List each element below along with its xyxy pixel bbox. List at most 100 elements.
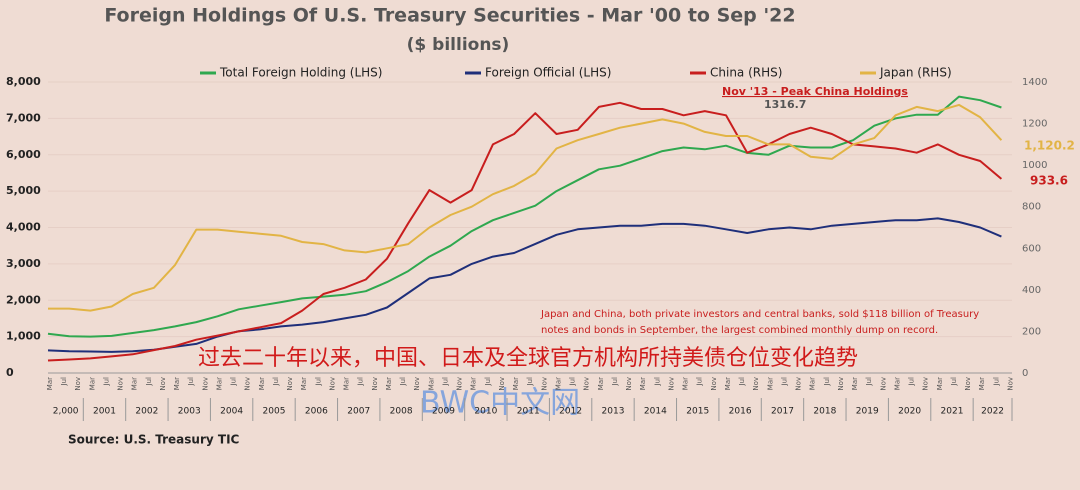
x-year-label: 2010 xyxy=(474,407,497,417)
y2-tick-label: 1000 xyxy=(1022,160,1047,171)
x-year-label: 2015 xyxy=(686,407,709,417)
y-tick-label: 1,000 xyxy=(6,330,41,343)
x-month-label: Jul xyxy=(823,377,831,387)
x-month-label: Mar xyxy=(427,377,435,390)
y-tick-label: 4,000 xyxy=(6,221,41,234)
x-month-label: Mar xyxy=(512,377,520,390)
watermark: BWC中文网 xyxy=(420,386,580,421)
y2-tick-label: 400 xyxy=(1022,285,1041,296)
x-month-label: Nov xyxy=(752,377,760,391)
x-month-label: Nov xyxy=(710,377,718,391)
x-month-label: Nov xyxy=(201,377,209,391)
x-month-label: Mar xyxy=(893,377,901,390)
x-year-label: 2011 xyxy=(517,407,540,417)
x-month-label: Jul xyxy=(272,377,280,387)
legend-label: China (RHS) xyxy=(710,66,782,80)
x-year-label: 2020 xyxy=(898,407,921,417)
x-month-label: Nov xyxy=(244,377,252,391)
series-line xyxy=(47,101,1003,362)
source: Source: U.S. Treasury TIC xyxy=(68,433,240,447)
y2-tick-label: 1400 xyxy=(1022,77,1047,88)
x-year-label: 2018 xyxy=(813,407,836,417)
x-year-label: 2,000 xyxy=(53,407,79,417)
chart-subtitle: ($ billions) xyxy=(407,35,510,55)
x-month-label: Jul xyxy=(865,377,873,387)
x-month-label: Jul xyxy=(526,377,534,387)
x-year-label: 2013 xyxy=(602,407,625,417)
x-month-label: Nov xyxy=(74,377,82,391)
y2-tick-label: 600 xyxy=(1022,243,1041,254)
x-year-label: 2017 xyxy=(771,407,794,417)
annotation: Nov '13 - Peak China Holdings xyxy=(722,85,908,98)
x-month-label: Jul xyxy=(314,377,322,387)
series-line xyxy=(48,103,1003,312)
x-month-label: Nov xyxy=(371,377,379,391)
x-month-label: Jul xyxy=(102,377,110,387)
x-month-label: Nov xyxy=(964,377,972,391)
x-month-label: Mar xyxy=(554,377,562,390)
x-month-label: Nov xyxy=(879,377,887,391)
x-month-label: Nov xyxy=(1006,377,1014,391)
x-month-label: Mar xyxy=(215,377,223,390)
x-month-label: Nov xyxy=(328,377,336,391)
x-month-label: Mar xyxy=(936,377,944,390)
y-tick-label: 7,000 xyxy=(6,111,41,124)
x-month-label: Mar xyxy=(343,377,351,390)
x-month-label: Mar xyxy=(682,377,690,390)
x-month-label: Mar xyxy=(46,377,54,390)
x-month-label: Nov xyxy=(922,377,930,391)
x-month-label: Jul xyxy=(145,377,153,387)
x-year-label: 2014 xyxy=(644,407,667,417)
x-month-label: Nov xyxy=(583,377,591,391)
x-month-label: Nov xyxy=(413,377,421,391)
y-tick-label: 0 xyxy=(6,366,14,379)
series-line xyxy=(47,95,1002,338)
x-month-label: Mar xyxy=(470,377,478,390)
x-month-label: Mar xyxy=(639,377,647,390)
x-month-label: Jul xyxy=(950,377,958,387)
x-month-label: Nov xyxy=(498,377,506,391)
x-month-label: Mar xyxy=(173,377,181,390)
y2-tick-label: 0 xyxy=(1022,368,1028,379)
legend-label: Foreign Official (LHS) xyxy=(485,66,611,80)
x-year-label: 2021 xyxy=(941,407,964,417)
x-year-label: 2001 xyxy=(93,407,116,417)
x-month-label: Nov xyxy=(456,377,464,391)
y-tick-label: 8,000 xyxy=(6,75,41,88)
x-month-label: Nov xyxy=(159,377,167,391)
x-year-label: 2005 xyxy=(263,407,286,417)
x-year-label: 2007 xyxy=(347,407,370,417)
x-month-label: Jul xyxy=(569,377,577,387)
x-month-label: Nov xyxy=(117,377,125,391)
x-year-label: 2002 xyxy=(135,407,158,417)
x-month-label: Jul xyxy=(484,377,492,387)
x-month-label: Jul xyxy=(399,377,407,387)
annotation: 933.6 xyxy=(1030,174,1068,188)
y-tick-label: 3,000 xyxy=(6,257,41,270)
legend-label: Japan (RHS) xyxy=(879,66,952,80)
x-year-label: 2009 xyxy=(432,407,455,417)
x-year-label: 2004 xyxy=(220,407,243,417)
x-month-label: Jul xyxy=(611,377,619,387)
x-month-label: Mar xyxy=(131,377,139,390)
annotation: 1,120.2 xyxy=(1024,139,1075,153)
x-year-label: 2003 xyxy=(178,407,201,417)
x-month-label: Mar xyxy=(851,377,859,390)
x-year-label: 2016 xyxy=(729,407,752,417)
x-month-label: Jul xyxy=(653,377,661,387)
y2-tick-label: 200 xyxy=(1022,326,1041,337)
note: Japan and China, both private investors … xyxy=(540,309,979,320)
x-year-label: 2006 xyxy=(305,407,328,417)
x-month-label: Nov xyxy=(540,377,548,391)
x-month-label: Jul xyxy=(441,377,449,387)
x-month-label: Jul xyxy=(992,377,1000,387)
x-month-label: Jul xyxy=(780,377,788,387)
y-tick-label: 5,000 xyxy=(6,184,41,197)
x-month-label: Mar xyxy=(88,377,96,390)
x-month-label: Mar xyxy=(724,377,732,390)
x-month-label: Nov xyxy=(795,377,803,391)
x-month-label: Mar xyxy=(300,377,308,390)
x-month-label: Jul xyxy=(230,377,238,387)
x-year-label: 2012 xyxy=(559,407,582,417)
